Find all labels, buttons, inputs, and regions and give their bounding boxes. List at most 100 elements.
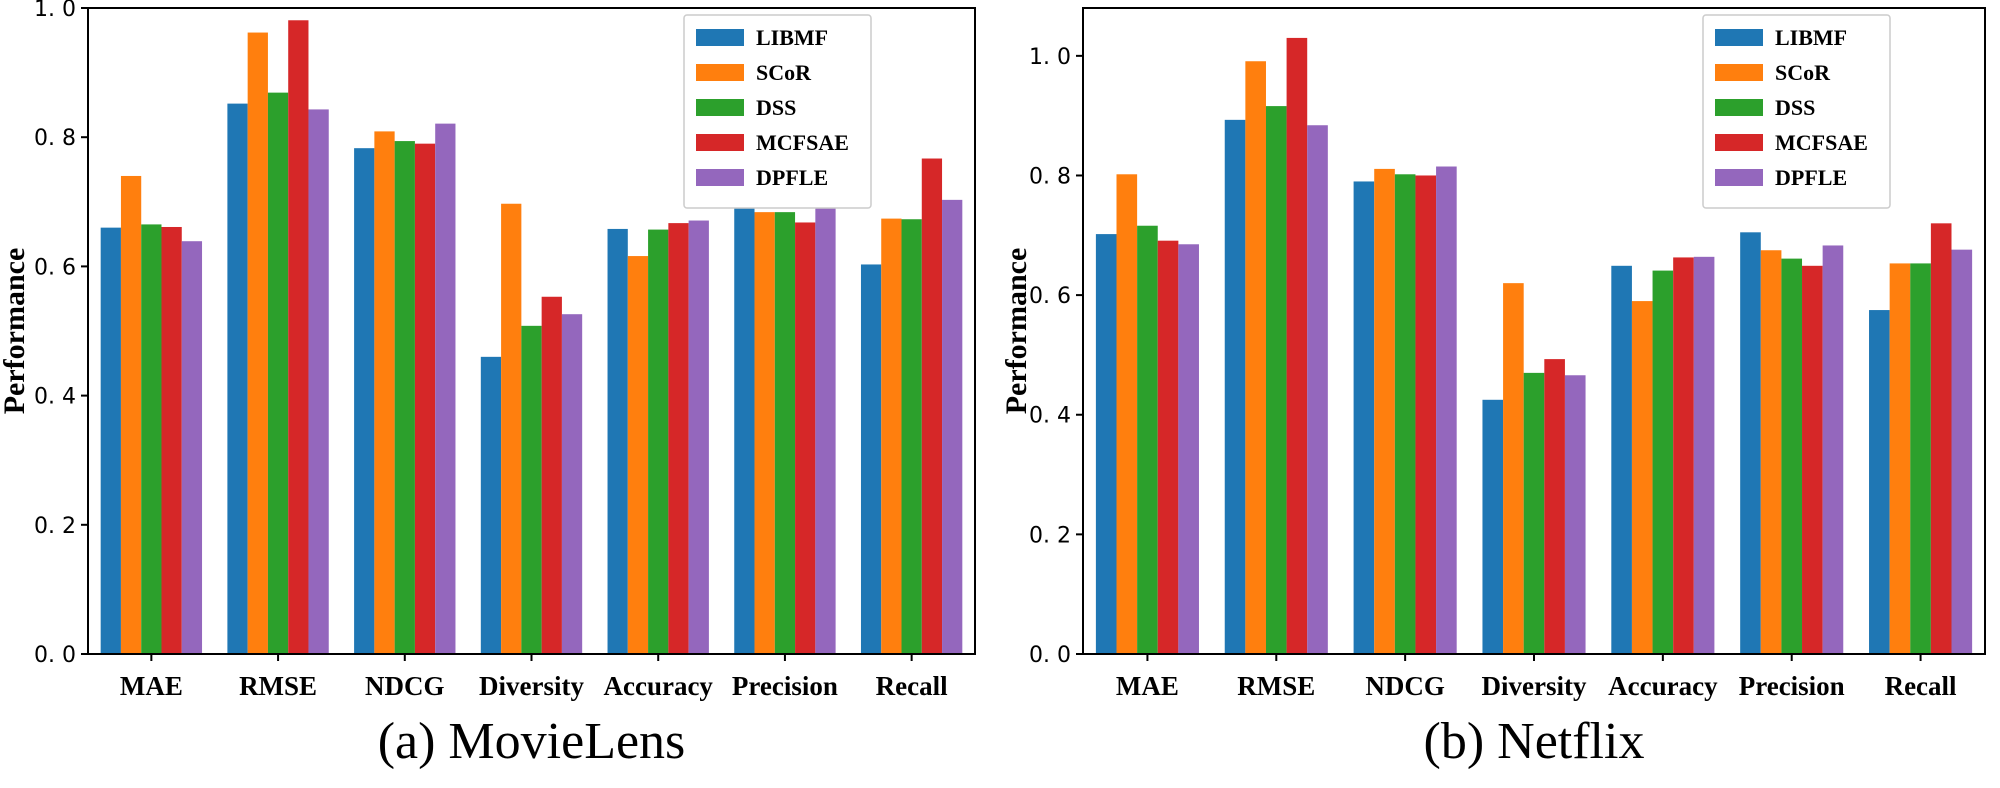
x-tick-label-ndcg: NDCG <box>365 671 445 701</box>
bar-libmf-recall <box>860 264 882 654</box>
bar-dpfle-accuracy <box>688 220 709 654</box>
legend-swatch-libmf <box>1715 29 1763 46</box>
bar-dss-recall <box>1910 263 1931 654</box>
bar-scor-mae <box>120 175 142 654</box>
legend-label-libmf: LIBMF <box>1775 25 1847 50</box>
legend-label-mcfsae: MCFSAE <box>1775 130 1868 155</box>
bar-dpfle-diversity <box>1564 375 1586 654</box>
legend-swatch-dss <box>696 99 744 116</box>
bar-dpfle-recall <box>942 199 963 655</box>
bar-scor-recall <box>1889 263 1911 654</box>
bar-libmf-recall <box>1869 310 1890 654</box>
y-tick-label: 1. 0 <box>34 0 76 22</box>
y-tick-label: 0. 0 <box>1029 643 1071 668</box>
bar-dpfle-diversity <box>561 314 583 654</box>
bar-dpfle-accuracy <box>1693 256 1715 654</box>
bar-dpfle-mae <box>181 241 203 654</box>
legend: LIBMF SCoR DSS MCFSAE DPFLE <box>1702 14 1891 209</box>
bar-scor-diversity <box>501 203 522 655</box>
bar-mcfsae-precision <box>1802 265 1823 654</box>
legend-swatch-dss <box>1715 99 1763 116</box>
bar-dss-diversity <box>1523 372 1545 654</box>
bar-dss-accuracy <box>648 229 669 654</box>
bar-dss-mae <box>1137 225 1158 655</box>
bar-scor-recall <box>881 218 902 654</box>
bar-scor-accuracy <box>1631 301 1653 654</box>
bar-libmf-rmse <box>227 103 248 655</box>
x-tick-label-mae: MAE <box>120 671 183 701</box>
bar-dpfle-rmse <box>308 109 329 655</box>
bar-scor-ndcg <box>374 131 395 654</box>
bar-dpfle-rmse <box>1307 125 1328 655</box>
bar-scor-accuracy <box>627 256 649 654</box>
x-tick-label-rmse: RMSE <box>1237 671 1315 701</box>
y-tick-label: 0. 0 <box>34 643 76 668</box>
bar-dss-ndcg <box>1394 174 1416 655</box>
bar-libmf-rmse <box>1224 119 1246 655</box>
legend-label-dpfle: DPFLE <box>1775 165 1847 190</box>
legend-label-dss: DSS <box>1775 95 1815 120</box>
x-tick-label-recall: Recall <box>876 671 948 701</box>
x-tick-label-diversity: Diversity <box>479 671 584 701</box>
y-tick-label: 0. 4 <box>34 385 76 410</box>
x-tick-label-mae: MAE <box>1116 671 1179 701</box>
bar-mcfsae-mae <box>1157 240 1179 654</box>
bar-libmf-mae <box>100 227 121 654</box>
legend-label-libmf: LIBMF <box>756 25 828 50</box>
bar-libmf-mae <box>1095 234 1117 654</box>
y-tick-label: 1. 0 <box>1029 45 1071 70</box>
legend-swatch-dpfle <box>696 169 744 186</box>
legend-swatch-scor <box>1715 64 1763 81</box>
bar-mcfsae-rmse <box>1286 37 1308 655</box>
figure-caption: (a) MovieLens <box>378 713 686 770</box>
legend-label-dss: DSS <box>756 95 796 120</box>
bar-dss-accuracy <box>1652 270 1674 654</box>
bar-dss-recall <box>901 219 922 655</box>
bar-dss-mae <box>141 224 162 654</box>
bar-mcfsae-recall <box>1930 223 1952 654</box>
y-tick-label: 0. 8 <box>1029 164 1071 189</box>
bar-mcfsae-accuracy <box>668 223 689 654</box>
bar-scor-precision <box>1760 250 1782 654</box>
legend-label-dpfle: DPFLE <box>756 165 828 190</box>
legend-swatch-mcfsae <box>696 134 744 151</box>
y-axis-label: Performance <box>0 248 31 415</box>
bar-scor-mae <box>1116 174 1138 655</box>
x-tick-label-recall: Recall <box>1885 671 1957 701</box>
x-tick-label-ndcg: NDCG <box>1365 671 1445 701</box>
bar-mcfsae-accuracy <box>1673 257 1694 654</box>
x-tick-label-accuracy: Accuracy <box>1608 671 1718 701</box>
y-tick-label: 0. 4 <box>1029 404 1071 429</box>
chart-panel-netflix: 0. 0 0. 2 0. 4 0. 6 0. 8 1. 0 MAE RMSE NDCG Diver… <box>1000 7 1986 770</box>
bar-scor-diversity <box>1503 283 1524 654</box>
bar-dpfle-recall <box>1951 249 1973 654</box>
bar-dss-diversity <box>521 325 542 654</box>
bar-dpfle-mae <box>1178 244 1199 654</box>
bar-libmf-diversity <box>480 356 502 654</box>
bar-mcfsae-diversity <box>541 296 562 654</box>
bar-libmf-accuracy <box>1611 265 1632 654</box>
legend-label-mcfsae: MCFSAE <box>756 130 849 155</box>
bar-dpfle-ndcg <box>1436 166 1457 654</box>
x-tick-label-diversity: Diversity <box>1482 671 1587 701</box>
bar-libmf-ndcg <box>354 148 375 654</box>
y-axis-label: Performance <box>1000 248 1033 415</box>
bar-scor-rmse <box>247 32 268 655</box>
bar-dpfle-ndcg <box>435 123 456 654</box>
y-tick-label: 0. 2 <box>1029 523 1071 548</box>
bar-scor-rmse <box>1245 61 1266 655</box>
bar-dss-rmse <box>1265 106 1287 655</box>
y-tick-label: 0. 8 <box>34 126 76 151</box>
x-tick-label-rmse: RMSE <box>239 671 317 701</box>
bar-mcfsae-ndcg <box>414 143 436 654</box>
legend-box <box>1702 14 1891 209</box>
bar-dss-precision <box>774 212 796 654</box>
bar-mcfsae-recall <box>921 158 943 654</box>
bar-libmf-ndcg <box>1353 181 1375 654</box>
bar-mcfsae-ndcg <box>1415 175 1437 655</box>
bar-libmf-diversity <box>1482 399 1504 654</box>
y-tick-label: 0. 2 <box>34 514 76 539</box>
bar-mcfsae-rmse <box>288 20 309 654</box>
bar-dss-precision <box>1781 258 1803 654</box>
y-tick-label: 0. 6 <box>34 255 76 280</box>
